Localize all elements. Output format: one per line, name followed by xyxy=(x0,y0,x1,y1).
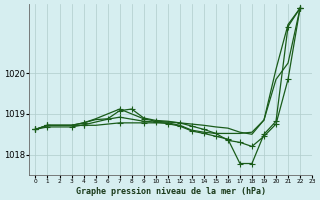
X-axis label: Graphe pression niveau de la mer (hPa): Graphe pression niveau de la mer (hPa) xyxy=(76,187,266,196)
